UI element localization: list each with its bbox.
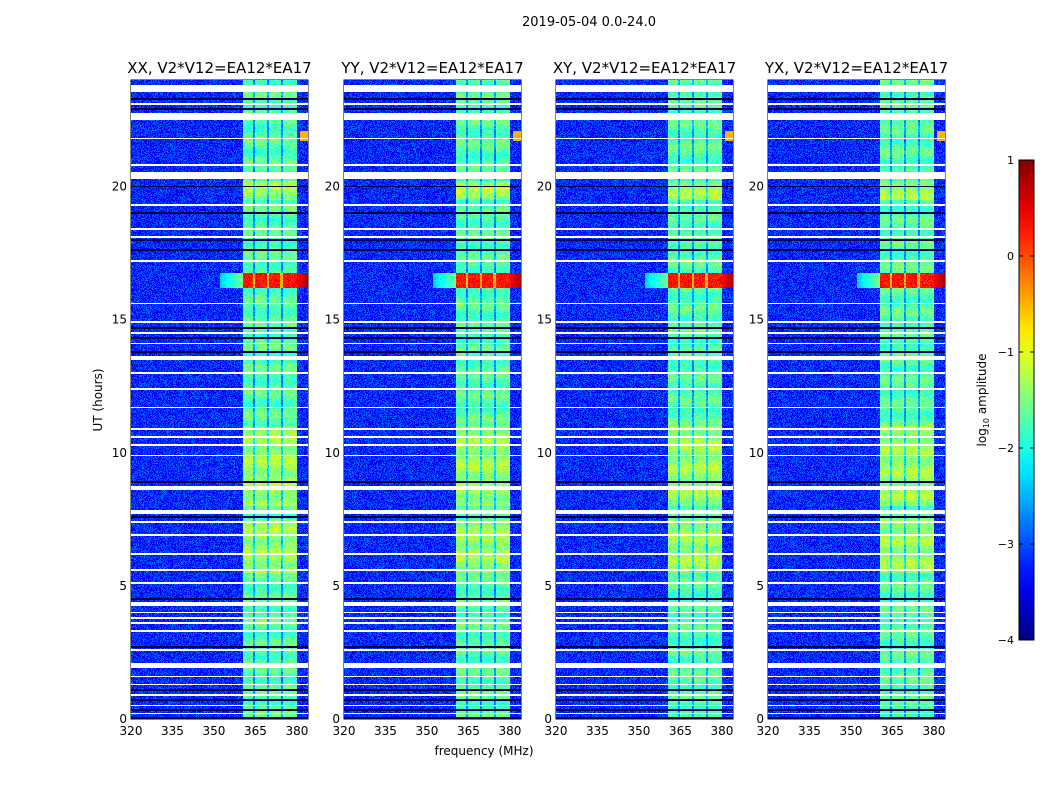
panel-title: XX, V2*V12=EA12*EA17 [127,59,311,77]
panel-xy: XY, V2*V12=EA12*EA17 320 335 350 365 380 0 5 10 1… [537,59,736,738]
colorbar-gradient [1018,159,1035,641]
x-tick-label: 365 [457,724,480,738]
x-tick-label: 380 [498,724,521,738]
x-tick-label: 350 [416,724,439,738]
panel-title: XY, V2*V12=EA12*EA17 [553,59,736,77]
x-tick-label: 365 [669,724,692,738]
panel-xx: XX, V2*V12=EA12*EA17 320 335 350 365 380 0 5 10 1… [112,59,312,738]
x-tick-label: 320 [757,724,780,738]
colorbar-tick-label: −1 [998,346,1014,359]
colorbar-tick-label: 0 [1007,250,1014,263]
x-tick-label: 320 [545,724,568,738]
y-tick-label: 20 [112,180,127,194]
x-tick-label: 320 [333,724,356,738]
colorbar-tick-label: −4 [998,634,1014,647]
x-tick-label: 365 [881,724,904,738]
x-tick-label: 380 [922,724,945,738]
y-tick-label: 15 [749,313,764,327]
y-tick-label: 10 [749,446,764,460]
colorbar: 1 0 −1 −2 −3 −4 [998,154,1035,647]
y-tick-label: 0 [756,712,764,726]
x-tick-label: 350 [203,724,226,738]
spectrogram-yy [344,80,521,719]
y-tick-label: 5 [756,579,764,593]
y-tick-label: 15 [537,313,552,327]
y-tick-label: 10 [537,446,552,460]
y-axis-label: UT (hours) [91,368,105,431]
y-tick-label: 5 [119,579,127,593]
y-tick-label: 0 [332,712,340,726]
x-tick-label: 335 [374,724,397,738]
spectrogram-yx [768,80,945,719]
y-tick-label: 5 [332,579,340,593]
colorbar-tick-label: 1 [1007,154,1014,167]
spectrogram-xy [556,80,733,719]
y-tick-label: 0 [119,712,127,726]
colorbar-label: log10 amplitude [975,354,991,447]
panel-title: YX, V2*V12=EA12*EA17 [764,59,948,77]
y-tick-label: 20 [537,180,552,194]
spectrogram-xx [131,80,308,719]
y-tick-label: 15 [112,313,127,327]
x-tick-label: 350 [628,724,651,738]
y-tick-label: 20 [325,180,340,194]
y-tick-label: 20 [749,180,764,194]
y-tick-label: 0 [544,712,552,726]
y-tick-label: 15 [325,313,340,327]
x-tick-label: 335 [798,724,821,738]
x-tick-label: 350 [840,724,863,738]
suptitle: 2019-05-04 0.0-24.0 [522,15,656,30]
panel-title: YY, V2*V12=EA12*EA17 [340,59,523,77]
colorbar-tick-label: −2 [998,442,1014,455]
x-tick-label: 335 [586,724,609,738]
x-tick-label: 380 [710,724,733,738]
x-tick-label: 365 [244,724,267,738]
y-tick-label: 5 [544,579,552,593]
colorbar-tick-label: −3 [998,538,1014,551]
x-axis-label: frequency (MHz) [434,744,533,758]
y-tick-label: 10 [325,446,340,460]
x-tick-label: 335 [161,724,184,738]
y-tick-label: 10 [112,446,127,460]
x-tick-label: 380 [285,724,308,738]
x-tick-label: 320 [120,724,143,738]
